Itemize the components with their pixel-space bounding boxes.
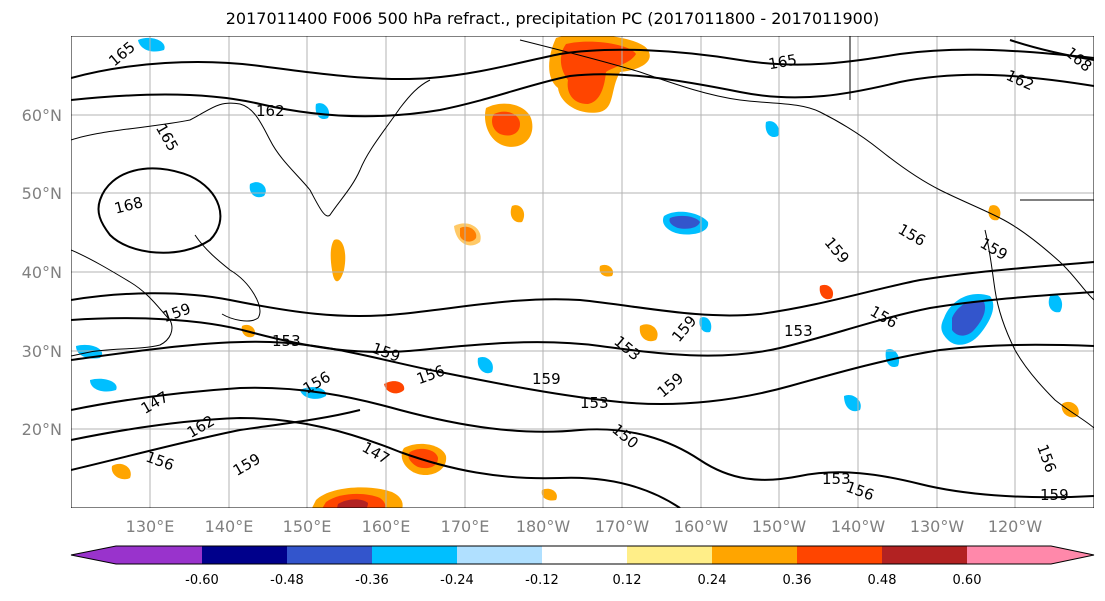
coastline-us-west [984,229,1094,429]
coastline-alaska [519,39,1094,301]
lon-label-170e: 170°E [441,517,490,536]
contour-label: 162 [256,102,285,120]
contour-150-south [71,386,1094,499]
colorbar-tick-labels: -0.60 -0.48 -0.36 -0.24 -0.12 0.12 0.24 … [185,573,981,588]
contours [71,39,1094,508]
precip-blob-california [941,294,994,345]
colorbar-segment [372,546,457,564]
colorbar-tick-label: -0.36 [355,573,389,588]
lon-label-130e: 130°E [126,517,175,536]
contour-label: 153 [784,322,813,340]
coastline-japan [194,234,261,322]
colorbar-tick-label: 0.48 [868,573,897,588]
lon-label-140w: 140°W [831,517,886,536]
contour-168-loop [97,167,222,254]
precip-blob-midpacific-blue [662,211,709,235]
colorbar-tick-label: 0.36 [783,573,812,588]
contour-label: 153 [272,332,301,350]
lat-label-60n: 60°N [22,106,62,125]
contour-label: 153 [580,394,609,412]
colorbar-segment [542,546,627,564]
colorbar-tick-label: 0.12 [613,573,642,588]
colorbar-segment [967,546,1051,564]
contour-159-mid [71,261,1094,318]
colorbar-tick-label: -0.12 [525,573,559,588]
contour-label: 165 [767,51,798,74]
colorbar-segment [202,546,287,564]
colorbar-segment [116,546,202,564]
lat-label-50n: 50°N [22,184,62,203]
colorbar-segment [71,546,116,564]
lon-label-180w: 180°W [516,517,571,536]
precip-blob-bering [484,103,533,147]
lat-label-30n: 30°N [22,342,62,361]
colorbar-segment [287,546,372,564]
lon-label-130w: 130°W [910,517,965,536]
contour-165-north [71,48,1094,81]
lon-labels: 130°E 140°E 150°E 160°E 170°E 180°W 170°… [126,517,1043,536]
lon-label-150w: 150°W [752,517,807,536]
colorbar-segment [457,546,542,564]
coastline-kamchatka-siberia [71,79,431,217]
colorbar-tick-label: -0.60 [185,573,219,588]
contour-162-south [71,409,361,471]
contour-label: 153 [822,470,851,488]
lat-label-40n: 40°N [22,263,62,282]
colorbar-tick-label: -0.24 [440,573,474,588]
map-panel: 165 162 165 168 165 162 168 159 153 159 … [71,36,1094,508]
contour-label: 159 [532,370,561,388]
colorbar [70,545,1095,565]
precip-shading [76,36,1079,508]
contour-162-north [71,73,1094,118]
colorbar-tick-label: 0.24 [698,573,727,588]
contour-label: 159 [1040,486,1069,504]
lon-label-140e: 140°E [205,517,254,536]
colorbar-segment [712,546,797,564]
lon-label-170w: 170°W [595,517,650,536]
lat-label-20n: 20°N [22,420,62,439]
contour-153-south [71,340,1094,406]
contour-147-south [71,416,681,508]
lon-label-160w: 160°W [674,517,729,536]
borders [849,36,1094,201]
lon-label-150e: 150°E [283,517,332,536]
lon-label-160e: 160°E [362,517,411,536]
colorbar-segment [1051,546,1094,564]
precip-blob-south-central [312,487,403,508]
colorbar-segment [627,546,712,564]
lon-label-120w: 120°W [988,517,1043,536]
colorbar-outline [70,545,1095,565]
lat-labels: 60°N 50°N 40°N 30°N 20°N [22,106,62,439]
contour-156-mid [71,291,1094,357]
map-title: 2017011400 F006 500 hPa refract., precip… [225,9,880,28]
colorbar-segment [797,546,882,564]
colorbar-tick-label: -0.48 [270,573,304,588]
colorbar-tick-label: 0.60 [953,573,982,588]
contour-168-east [1009,39,1094,61]
colorbar-segment [882,546,967,564]
